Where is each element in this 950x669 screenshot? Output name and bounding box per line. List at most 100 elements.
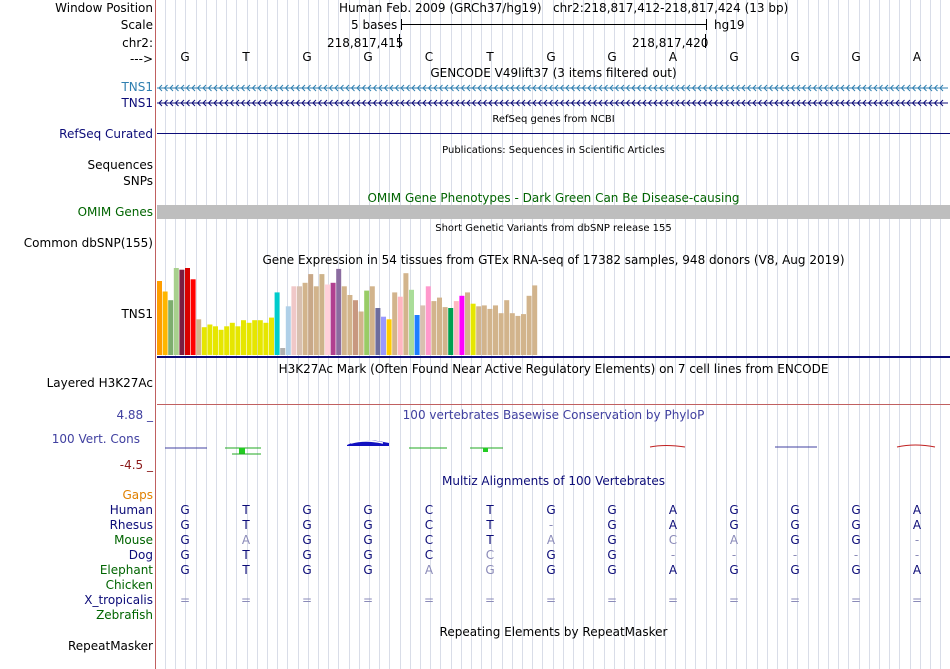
assembly-title[interactable]: Human Feb. 2009 (GRCh37/hg19) chr2:218,8…: [339, 1, 788, 15]
gtex-tissue-bar[interactable]: [481, 305, 487, 355]
gtex-title[interactable]: Gene Expression in 54 tissues from GTEx …: [262, 253, 845, 267]
gtex-tissue-bar[interactable]: [358, 311, 364, 356]
phylop-title[interactable]: 100 vertebrates Basewise Conservation by…: [402, 408, 705, 422]
gtex-tissue-bar[interactable]: [325, 284, 330, 356]
gtex-tissue-bar[interactable]: [403, 273, 409, 355]
sequences-label[interactable]: Sequences: [87, 158, 153, 172]
gtex-tissue-bar[interactable]: [459, 295, 465, 355]
gtex-tissue-bar[interactable]: [173, 268, 179, 355]
gtex-tissue-bar[interactable]: [257, 320, 263, 355]
gtex-tissue-bar[interactable]: [252, 320, 258, 355]
gencode-label-2[interactable]: TNS1: [121, 96, 153, 110]
h3k27ac-title[interactable]: H3K27Ac Mark (Often Found Near Active Re…: [278, 362, 829, 376]
gtex-tissue-bar[interactable]: [353, 300, 358, 355]
gtex-tissue-bar[interactable]: [313, 286, 319, 355]
dbsnp-label[interactable]: Common dbSNP(155): [23, 236, 153, 250]
gencode-title[interactable]: GENCODE V49lift37 (3 items filtered out): [430, 66, 677, 80]
omim-title[interactable]: OMIM Gene Phenotypes - Dark Green Can Be…: [367, 191, 740, 205]
gencode-gene-lines[interactable]: [155, 80, 950, 110]
gtex-tissue-bar[interactable]: [218, 329, 224, 355]
gtex-tissue-bar[interactable]: [157, 281, 162, 355]
species-label[interactable]: Chicken: [105, 578, 153, 592]
species-label[interactable]: Human: [109, 503, 153, 517]
gtex-label[interactable]: TNS1: [121, 307, 153, 321]
gtex-tissue-bar[interactable]: [347, 295, 353, 355]
gencode-label-1[interactable]: TNS1: [121, 80, 153, 94]
gtex-tissue-bar[interactable]: [515, 315, 521, 355]
gtex-tissue-bar[interactable]: [263, 322, 269, 355]
species-label[interactable]: X_tropicalis: [84, 593, 153, 607]
gtex-tissue-bar[interactable]: [521, 314, 526, 355]
gtex-tissue-bar[interactable]: [308, 274, 314, 355]
repeatmasker-title[interactable]: Repeating Elements by RepeatMasker: [439, 625, 668, 639]
gtex-tissue-bar[interactable]: [369, 286, 375, 355]
gtex-tissue-bar[interactable]: [241, 320, 246, 355]
refseq-title[interactable]: RefSeq genes from NCBI: [492, 114, 615, 125]
gtex-tissue-bar[interactable]: [291, 286, 297, 355]
multiz-title[interactable]: Multiz Alignments of 100 Vertebrates: [441, 474, 666, 488]
refseq-gene-line[interactable]: [157, 133, 950, 134]
gtex-tissue-bar[interactable]: [442, 307, 448, 355]
species-label[interactable]: Dog: [128, 548, 153, 562]
gtex-tissue-bar[interactable]: [235, 326, 241, 355]
gtex-tissue-bar[interactable]: [470, 303, 476, 355]
gtex-tissue-bar[interactable]: [201, 327, 207, 355]
phylop-label[interactable]: 100 Vert. Cons: [51, 432, 140, 446]
gtex-tissue-bar[interactable]: [476, 306, 482, 355]
refseq-label[interactable]: RefSeq Curated: [59, 127, 153, 141]
gtex-tissue-bar[interactable]: [375, 308, 381, 355]
omim-label[interactable]: OMIM Genes: [77, 205, 153, 219]
gtex-tissue-bar[interactable]: [465, 292, 470, 355]
gtex-tissue-bar[interactable]: [196, 319, 202, 355]
gtex-tissue-bar[interactable]: [409, 289, 414, 356]
omim-gene-bar[interactable]: [157, 205, 950, 219]
gtex-tissue-bar[interactable]: [224, 326, 230, 355]
gtex-tissue-bar[interactable]: [185, 268, 190, 355]
gtex-tissue-bar[interactable]: [532, 285, 538, 355]
species-label[interactable]: Rhesus: [109, 518, 153, 532]
gtex-tissue-bar[interactable]: [179, 269, 185, 355]
species-label[interactable]: Elephant: [99, 563, 153, 577]
snps-label[interactable]: SNPs: [123, 174, 153, 188]
gtex-tissue-bar[interactable]: [392, 292, 398, 355]
gtex-tissue-bar[interactable]: [414, 315, 420, 355]
gtex-tissue-bar[interactable]: [397, 296, 403, 355]
gtex-tissue-bar[interactable]: [437, 297, 442, 355]
gtex-tissue-bar[interactable]: [285, 306, 291, 355]
gtex-tissue-bar[interactable]: [425, 286, 431, 355]
gtex-tissue-bar[interactable]: [336, 268, 342, 355]
gtex-tissue-bar[interactable]: [341, 286, 347, 355]
dbsnp-title[interactable]: Short Genetic Variants from dbSNP releas…: [435, 223, 672, 234]
species-label[interactable]: Mouse: [114, 533, 153, 547]
gtex-tissue-bar[interactable]: [526, 295, 532, 355]
publications-title[interactable]: Publications: Sequences in Scientific Ar…: [442, 145, 665, 156]
gtex-tissue-bar[interactable]: [229, 322, 235, 355]
gaps-label[interactable]: Gaps: [122, 488, 153, 502]
gtex-tissue-bar[interactable]: [213, 326, 218, 355]
gtex-tissue-bar[interactable]: [274, 292, 280, 355]
gtex-tissue-bar[interactable]: [269, 317, 274, 355]
gtex-tissue-bar[interactable]: [498, 313, 504, 355]
gtex-tissue-bar[interactable]: [190, 279, 196, 355]
gtex-tissue-bar[interactable]: [246, 322, 252, 355]
gtex-tissue-bar[interactable]: [302, 282, 308, 355]
gtex-tissue-bar[interactable]: [509, 313, 515, 355]
gtex-tissue-bar[interactable]: [381, 316, 386, 355]
gtex-tissue-bar[interactable]: [330, 282, 336, 355]
gtex-tissue-bar[interactable]: [420, 305, 426, 355]
gtex-tissue-bar[interactable]: [493, 305, 498, 355]
repeatmasker-label[interactable]: RepeatMasker: [67, 639, 153, 653]
gtex-tissue-bar[interactable]: [280, 348, 286, 355]
phylop-conservation-plot[interactable]: [155, 435, 950, 465]
gtex-expression-chart[interactable]: [155, 268, 540, 358]
gtex-tissue-bar[interactable]: [364, 290, 370, 355]
gtex-tissue-bar[interactable]: [453, 301, 459, 355]
gtex-tissue-bar[interactable]: [487, 308, 493, 355]
species-label[interactable]: Zebrafish: [96, 608, 153, 622]
gtex-tissue-bar[interactable]: [162, 291, 168, 356]
gtex-tissue-bar[interactable]: [168, 300, 174, 355]
gtex-tissue-bar[interactable]: [504, 300, 510, 355]
gtex-tissue-bar[interactable]: [207, 324, 213, 355]
gtex-tissue-bar[interactable]: [297, 286, 302, 355]
